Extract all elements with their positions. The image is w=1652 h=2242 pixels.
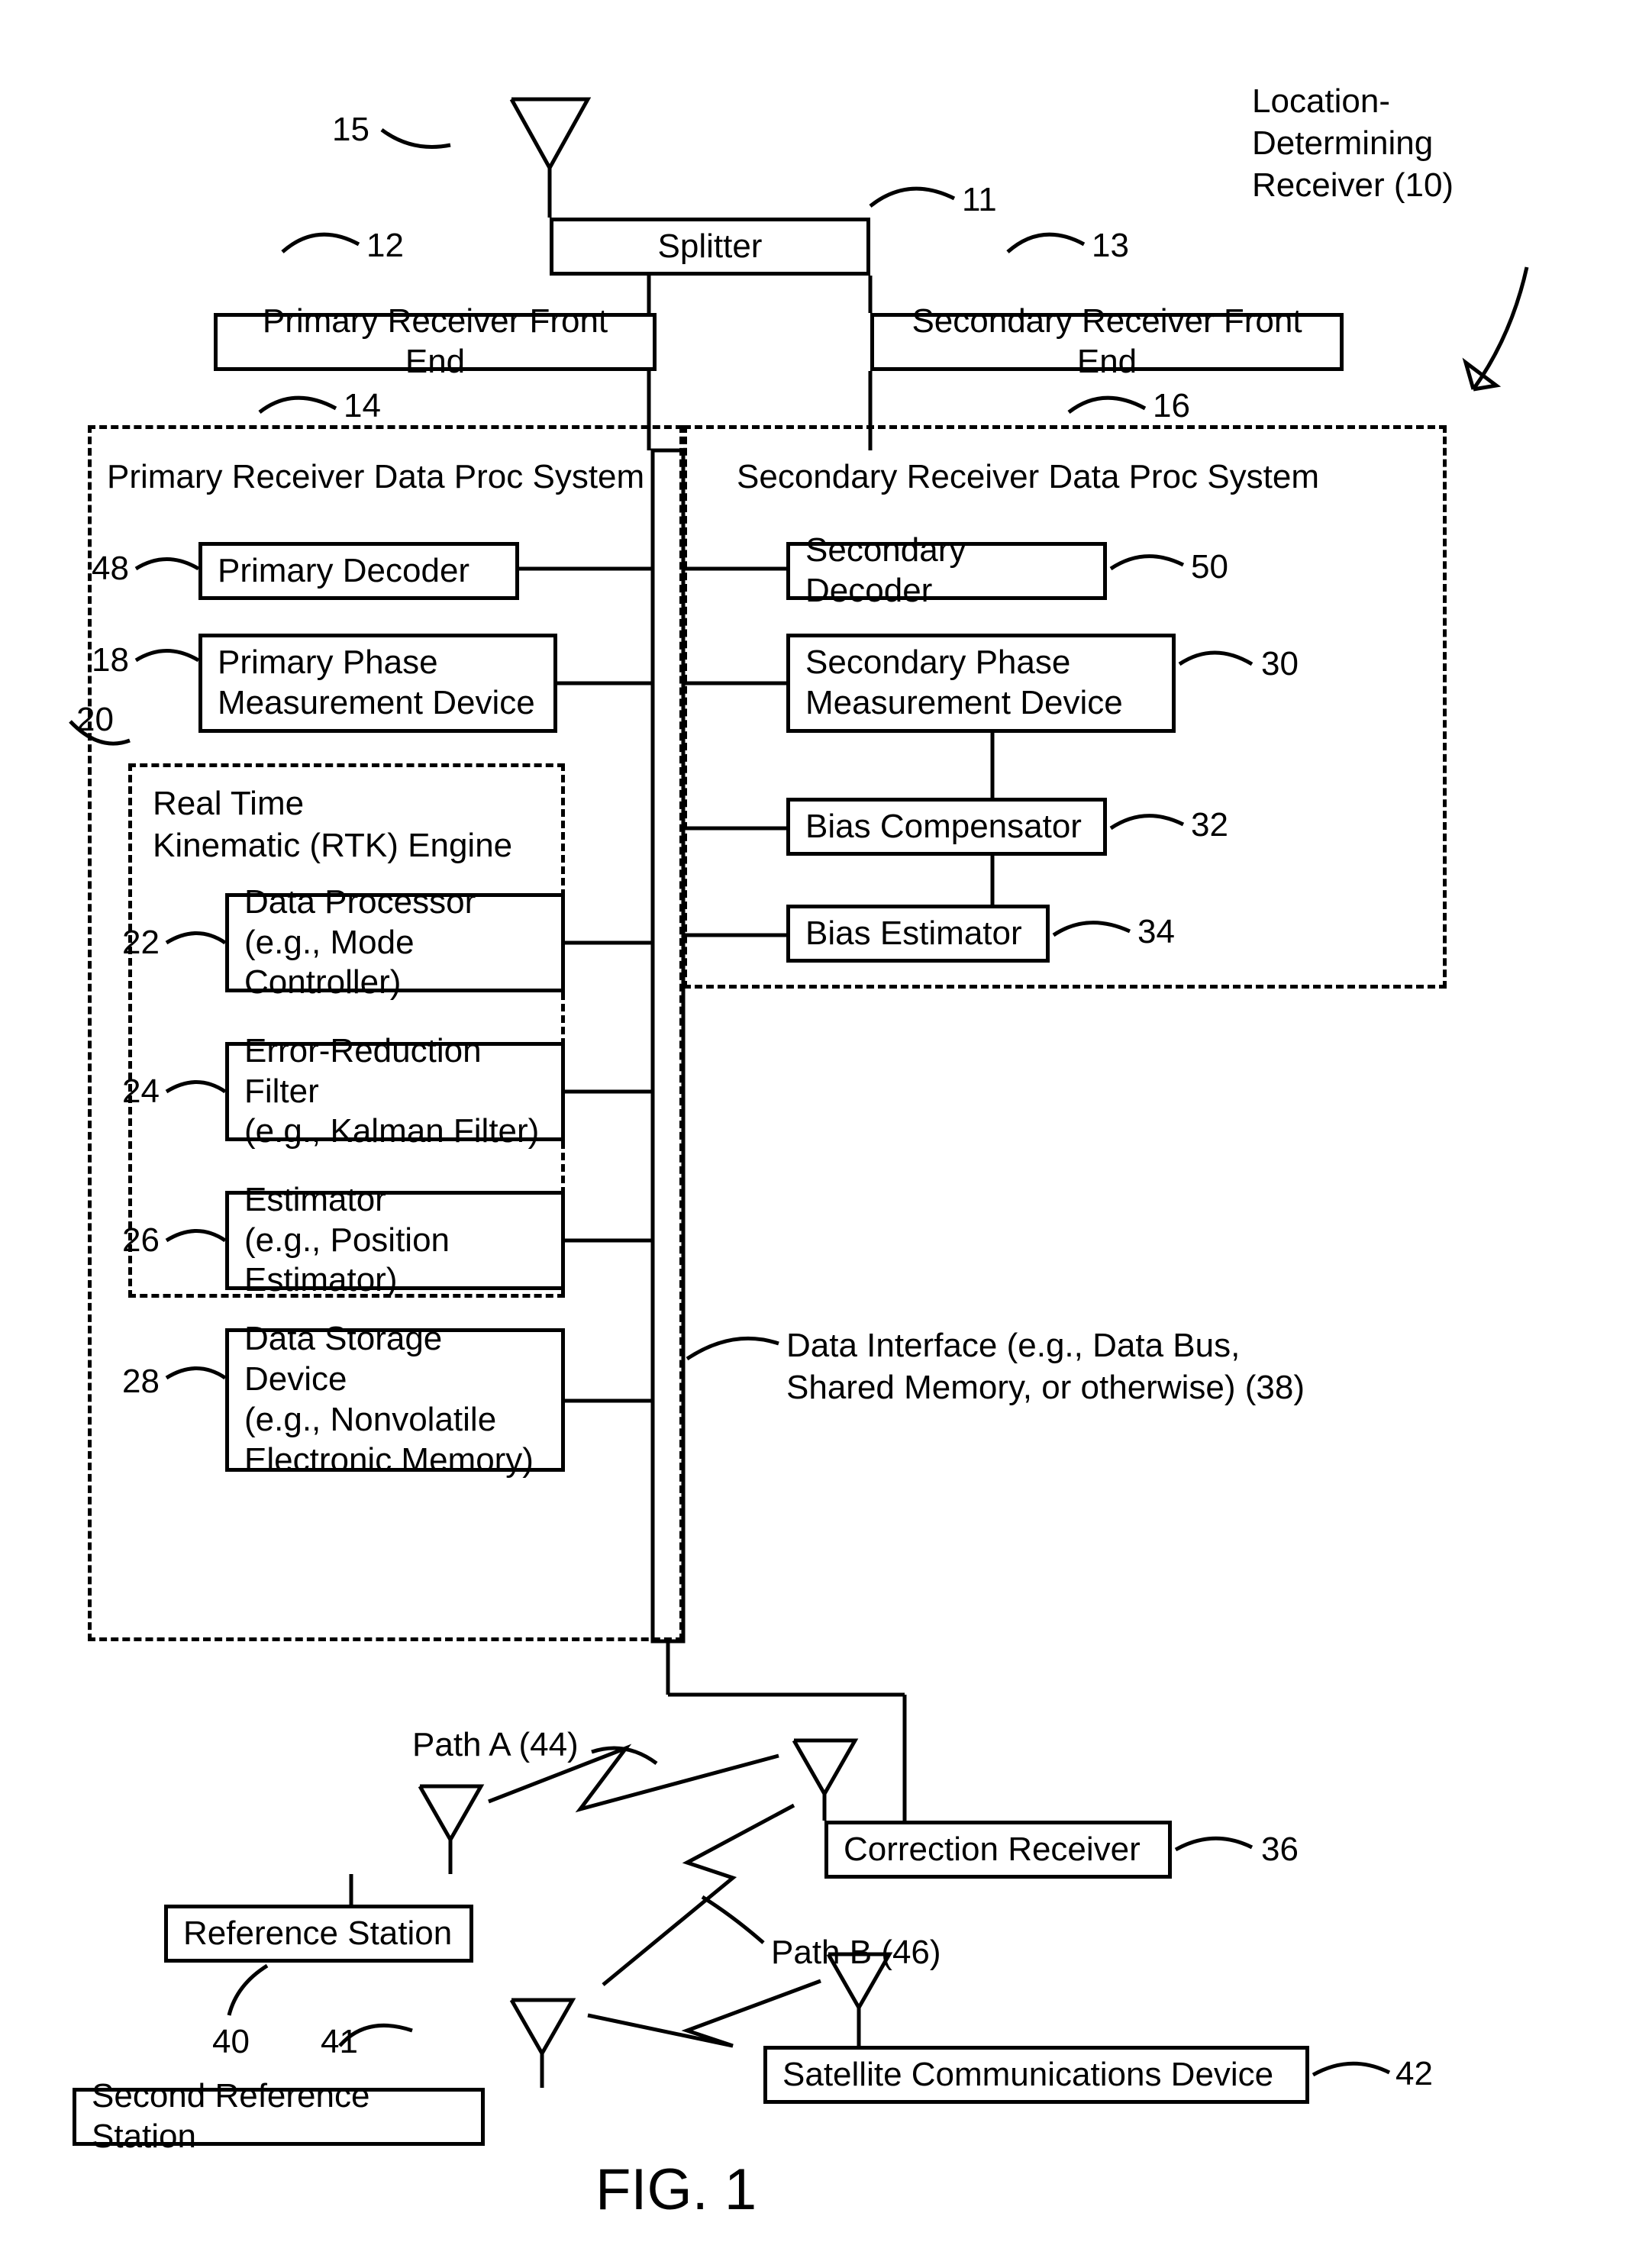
ref-16: 16	[1153, 387, 1190, 425]
receiver-title: Location- Determining Receiver (10)	[1252, 80, 1454, 206]
primary-fe-box: Primary Receiver Front End	[214, 313, 657, 371]
bias-est-label: Bias Estimator	[805, 914, 1022, 954]
ref-13: 13	[1092, 227, 1129, 265]
primary-decoder-label: Primary Decoder	[218, 551, 469, 592]
receiver-title-l2: Determining	[1252, 122, 1454, 164]
estimator-box: Estimator (e.g., Position Estimator)	[225, 1191, 565, 1290]
primary-decoder-box: Primary Decoder	[198, 542, 519, 600]
ref-14: 14	[344, 387, 381, 425]
ref-15: 15	[332, 111, 369, 149]
ref-11: 11	[962, 181, 997, 219]
sec-phase-l2: Measurement Device	[805, 683, 1123, 724]
primary-phase-box: Primary Phase Measurement Device	[198, 634, 557, 733]
primary-fe-label: Primary Receiver Front End	[233, 302, 637, 382]
bias-est-box: Bias Estimator	[786, 905, 1050, 963]
rtk-title-l1: Real Time	[153, 782, 512, 824]
receiver-title-l3: Receiver (10)	[1252, 164, 1454, 206]
erf-l1: Error-Reduction Filter	[244, 1031, 546, 1112]
sec-phase-l1: Secondary Phase	[805, 643, 1070, 683]
data-storage-box: Data Storage Device (e.g., Nonvolatile E…	[225, 1328, 565, 1472]
ds-l1: Data Storage Device	[244, 1319, 546, 1400]
figure-title: FIG. 1	[595, 2157, 757, 2223]
primary-phase-l1: Primary Phase	[218, 643, 438, 683]
receiver-title-l1: Location-	[1252, 80, 1454, 122]
ref-28: 28	[122, 1363, 160, 1401]
bias-comp-box: Bias Compensator	[786, 798, 1107, 856]
ds-l3: Electronic Memory)	[244, 1440, 534, 1481]
sat-comm-box: Satellite Communications Device	[763, 2046, 1309, 2104]
secondary-sys-title: Secondary Receiver Data Proc System	[737, 458, 1319, 496]
primary-phase-l2: Measurement Device	[218, 683, 535, 724]
ref-station-label: Reference Station	[183, 1914, 452, 1954]
ref-26: 26	[122, 1221, 160, 1260]
second-reference-station-box: Second Reference Station	[73, 2088, 485, 2146]
data-processor-box: Data Processor (e.g., Mode Controller)	[225, 893, 565, 992]
erf-box: Error-Reduction Filter (e.g., Kalman Fil…	[225, 1042, 565, 1141]
data-interface-label: Data Interface (e.g., Data Bus, Shared M…	[786, 1324, 1305, 1408]
path-a-label: Path A (44)	[412, 1724, 579, 1766]
est-l1: Estimator	[244, 1180, 386, 1221]
ref-22: 22	[122, 924, 160, 962]
secondary-fe-label: Secondary Receiver Front End	[889, 302, 1325, 382]
secondary-decoder-label: Secondary Decoder	[805, 531, 1088, 611]
ref-42: 42	[1395, 2055, 1433, 2093]
secondary-phase-box: Secondary Phase Measurement Device	[786, 634, 1176, 733]
bias-comp-label: Bias Compensator	[805, 807, 1082, 847]
ref-40: 40	[212, 2023, 250, 2061]
rtk-title: Real Time Kinematic (RTK) Engine	[153, 782, 512, 866]
ref-30: 30	[1261, 645, 1299, 683]
ref-18: 18	[92, 641, 129, 679]
ref-24: 24	[122, 1073, 160, 1111]
ref-41: 41	[321, 2023, 358, 2061]
splitter-label: Splitter	[658, 227, 763, 267]
dp-l1: Data Processor	[244, 882, 476, 923]
primary-sys-title: Primary Receiver Data Proc System	[107, 458, 644, 496]
secondary-fe-box: Secondary Receiver Front End	[870, 313, 1344, 371]
dp-l2: (e.g., Mode Controller)	[244, 923, 546, 1004]
ref-34: 34	[1137, 913, 1175, 951]
rtk-title-l2: Kinematic (RTK) Engine	[153, 824, 512, 866]
corr-recv-label: Correction Receiver	[844, 1830, 1141, 1870]
ref-32: 32	[1191, 806, 1228, 844]
ref-36: 36	[1261, 1831, 1299, 1869]
ref-48: 48	[92, 550, 129, 588]
ref-12: 12	[366, 227, 404, 265]
est-l2: (e.g., Position Estimator)	[244, 1221, 546, 1302]
ref-50: 50	[1191, 548, 1228, 586]
splitter-box: Splitter	[550, 218, 870, 276]
reference-station-box: Reference Station	[164, 1905, 473, 1963]
sat-comm-label: Satellite Communications Device	[782, 2055, 1273, 2095]
secondary-decoder-box: Secondary Decoder	[786, 542, 1107, 600]
correction-receiver-box: Correction Receiver	[824, 1821, 1172, 1879]
second-ref-label: Second Reference Station	[92, 2076, 466, 2157]
ref-20: 20	[76, 701, 114, 739]
path-b-label: Path B (46)	[771, 1931, 941, 1973]
erf-l2: (e.g., Kalman Filter)	[244, 1111, 539, 1152]
ds-l2: (e.g., Nonvolatile	[244, 1400, 496, 1440]
di-l1: Data Interface (e.g., Data Bus,	[786, 1324, 1305, 1366]
di-l2: Shared Memory, or otherwise) (38)	[786, 1366, 1305, 1408]
